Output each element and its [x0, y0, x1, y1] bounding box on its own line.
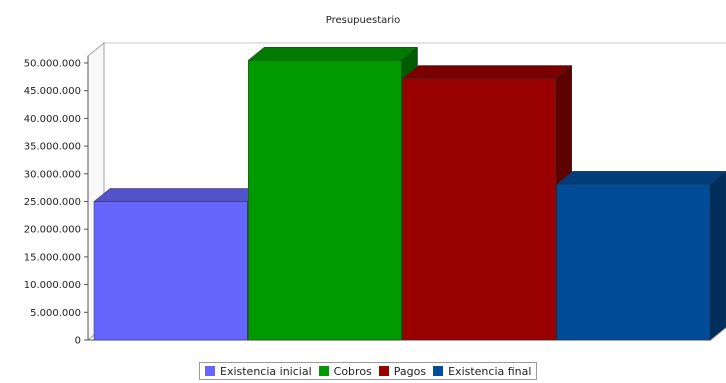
- y-tick-label: 40.000.000: [24, 114, 81, 125]
- y-tick-label: 35.000.000: [24, 142, 81, 153]
- legend-label: Existencia final: [448, 364, 532, 378]
- bar-pagos: [401, 64, 573, 341]
- bar-side: [709, 171, 726, 341]
- bar-top: [247, 46, 419, 61]
- bar-front: [248, 59, 402, 341]
- legend-item: Pagos: [378, 364, 427, 378]
- legend-label: Existencia inicial: [220, 364, 312, 378]
- legend: Existencia inicial Cobros Pagos Existencia …: [199, 362, 538, 380]
- y-tick-label: 25.000.000: [24, 197, 81, 208]
- legend-item: Existencia inicial: [205, 365, 312, 378]
- y-tick-label: 30.000.000: [24, 169, 81, 180]
- legend-item: Existencia final: [433, 365, 531, 378]
- bar-top: [556, 171, 726, 185]
- bar-existencia-final: [556, 171, 726, 341]
- y-tick-label: 5.000.000: [30, 308, 81, 319]
- legend-item: Cobros: [318, 364, 372, 378]
- legend-label: Cobros: [333, 364, 372, 378]
- bars-group: [93, 46, 726, 341]
- legend-swatch: [433, 366, 444, 376]
- chart-title: Presupuestario: [326, 15, 401, 26]
- bar-top: [93, 188, 264, 202]
- y-tick-label: 0: [75, 336, 81, 347]
- bar-front: [402, 78, 556, 341]
- bar-front: [556, 184, 711, 341]
- bar-front: [93, 201, 248, 341]
- y-tick-label: 20.000.000: [24, 225, 81, 236]
- bar-top: [401, 65, 573, 79]
- bar-existencia-inicial: [93, 187, 264, 341]
- bar-chart: Presupuestario 0 5.000.000 10.000.000 15.00…: [24, 15, 726, 347]
- bar-cobros: [247, 46, 419, 341]
- legend-swatch: [205, 366, 215, 376]
- legend-swatch: [318, 366, 329, 376]
- y-tick-label: 15.000.000: [24, 252, 81, 263]
- y-tick-label: 10.000.000: [24, 280, 81, 291]
- legend-label: Pagos: [393, 364, 427, 378]
- y-tick-label: 50.000.000: [24, 59, 81, 70]
- legend-swatch: [378, 366, 389, 376]
- y-tick-label: 45.000.000: [24, 86, 81, 97]
